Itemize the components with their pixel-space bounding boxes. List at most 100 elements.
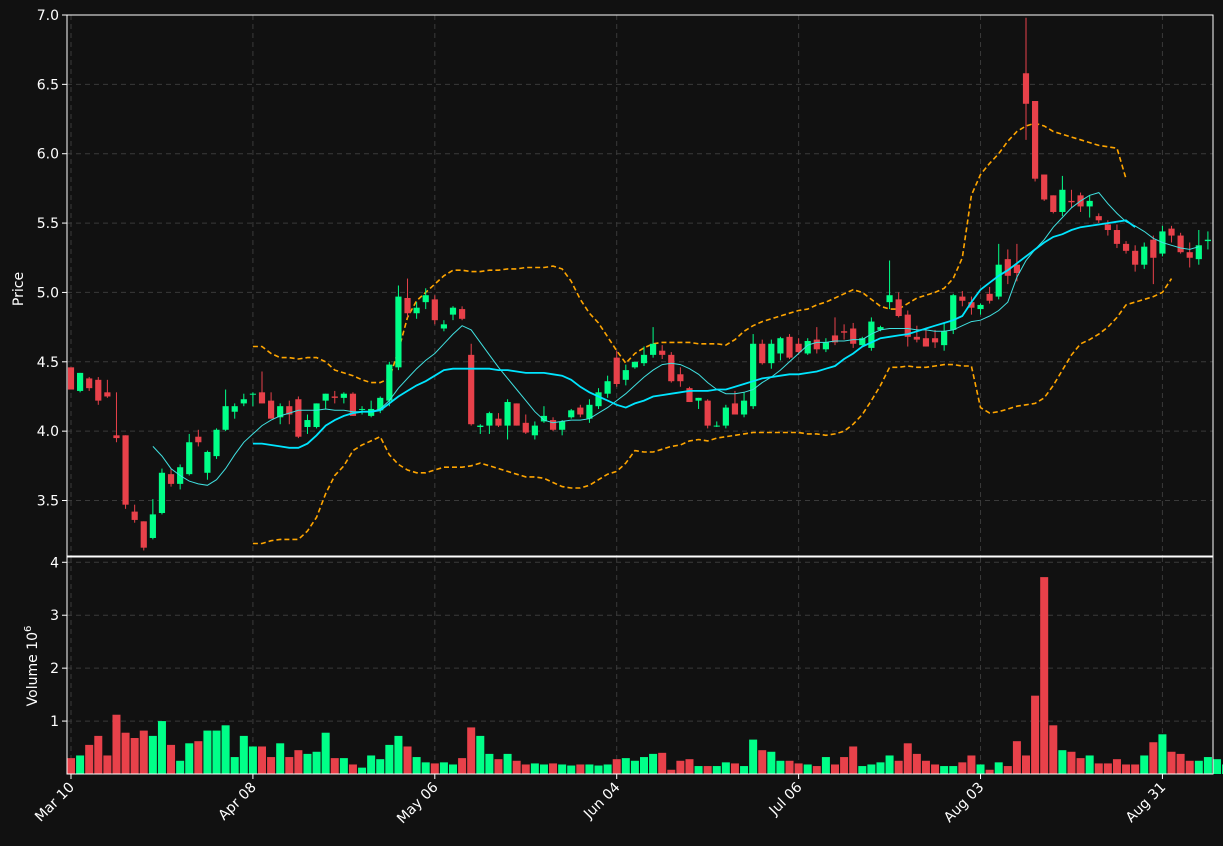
volume-bar-up: [339, 758, 348, 774]
volume-y-ticks: 1 2 3 4: [50, 555, 67, 730]
candle-up: [586, 404, 593, 419]
volume-bar-up: [476, 735, 485, 774]
volume-bar-down: [294, 750, 303, 774]
candle-up: [186, 442, 193, 475]
volume-bar-up: [367, 755, 376, 774]
candle-up: [340, 393, 347, 398]
volume-bar-up: [649, 753, 658, 774]
volume-bar-up: [185, 743, 194, 774]
volume-bar-up: [694, 766, 703, 774]
volume-bar-up: [1203, 757, 1212, 774]
volume-bar-up: [630, 760, 639, 774]
candle-down: [831, 335, 839, 343]
candle-down: [1050, 195, 1057, 212]
candle-down: [459, 309, 466, 319]
volume-bar-down: [112, 714, 121, 774]
candle-down: [968, 302, 975, 308]
candle-up: [804, 340, 811, 354]
volume-bar-up: [1212, 759, 1222, 774]
candle-down: [931, 338, 939, 343]
volume-bar-up: [603, 764, 612, 774]
candle-down: [786, 336, 793, 358]
candle-up: [540, 415, 548, 422]
candle-down: [659, 350, 666, 355]
candle-up: [222, 406, 229, 430]
volume-bar-down: [1167, 751, 1176, 774]
candle-up: [277, 406, 284, 418]
candle-down: [113, 435, 120, 439]
candle-up: [559, 421, 566, 430]
volume-bar-down: [830, 764, 840, 774]
candle-up: [313, 403, 320, 427]
candle-down: [704, 400, 711, 426]
candle-up: [1204, 239, 1211, 242]
volume-bar-down: [194, 741, 203, 774]
candle-up: [158, 472, 166, 513]
candle-down: [677, 374, 684, 382]
candle-up: [358, 408, 366, 410]
candle-down: [295, 399, 302, 437]
volume-bar-down: [894, 760, 903, 774]
candle-up: [768, 343, 775, 364]
volume-bar-up: [885, 755, 894, 774]
candle-up: [304, 420, 311, 427]
volume-bar-down: [1185, 760, 1194, 774]
price-tick-label: 4.0: [37, 424, 59, 440]
candle-up: [777, 338, 784, 354]
volume-bar-down: [167, 744, 176, 774]
volume-grid: [67, 557, 1213, 774]
volume-bar-up: [976, 764, 985, 774]
volume-bar-down: [703, 766, 712, 774]
volume-bar-down: [576, 764, 585, 774]
volume-bar-down: [285, 757, 294, 774]
candle-up: [413, 307, 420, 314]
candle-up: [859, 338, 866, 346]
volume-bar-up: [558, 764, 567, 774]
candle-up: [504, 402, 511, 426]
volume-bar-down: [257, 746, 267, 774]
candle-up: [877, 327, 884, 330]
volume-scale-base: 10: [25, 632, 41, 650]
volume-bar-up: [1085, 755, 1094, 774]
volume-bar-down: [348, 764, 357, 774]
candle-up: [868, 321, 875, 348]
candle-down: [731, 403, 739, 415]
volume-bar-up: [230, 757, 239, 774]
volume-bar-up: [312, 751, 321, 774]
volume-bar-down: [130, 738, 139, 774]
candle-up: [650, 343, 657, 355]
volume-bar-down: [467, 727, 476, 774]
candle-up: [213, 429, 220, 457]
volume-bar-down: [330, 758, 339, 774]
volume-bar-down: [658, 752, 667, 774]
volume-bar-down: [676, 760, 685, 774]
candle-down: [577, 407, 584, 415]
volume-bar-down: [1176, 753, 1185, 774]
volume-bar-up: [394, 735, 403, 774]
candle-down: [1122, 243, 1130, 251]
moving-average-fast: [152, 192, 1199, 486]
volume-bar-up: [721, 762, 730, 774]
candle-up: [1059, 189, 1066, 212]
moving-average-slow: [252, 219, 1136, 449]
bollinger-lower-band: [252, 278, 1173, 545]
candle-down: [1150, 239, 1157, 258]
volume-bar-up: [421, 762, 430, 774]
volume-bar-down: [403, 746, 412, 774]
volume-bar-up: [621, 758, 630, 774]
volume-bar-up: [594, 765, 603, 774]
volume-bar-up: [803, 764, 812, 774]
volume-bar-up: [503, 753, 512, 774]
volume-bar-down: [931, 764, 940, 774]
volume-bar-up: [1058, 750, 1067, 774]
volume-bar-up: [876, 762, 885, 774]
volume-tick-label: 3: [50, 608, 59, 624]
candle-down: [1032, 101, 1039, 179]
volume-bar-down: [549, 763, 558, 774]
volume-bar-up: [940, 766, 949, 774]
volume-bar-down: [267, 757, 276, 774]
price-tick-label: 6.0: [37, 147, 59, 163]
price-tick-label: 5.5: [37, 216, 59, 232]
volume-panel-frame: [66, 556, 1214, 775]
candle-down: [1068, 200, 1075, 203]
